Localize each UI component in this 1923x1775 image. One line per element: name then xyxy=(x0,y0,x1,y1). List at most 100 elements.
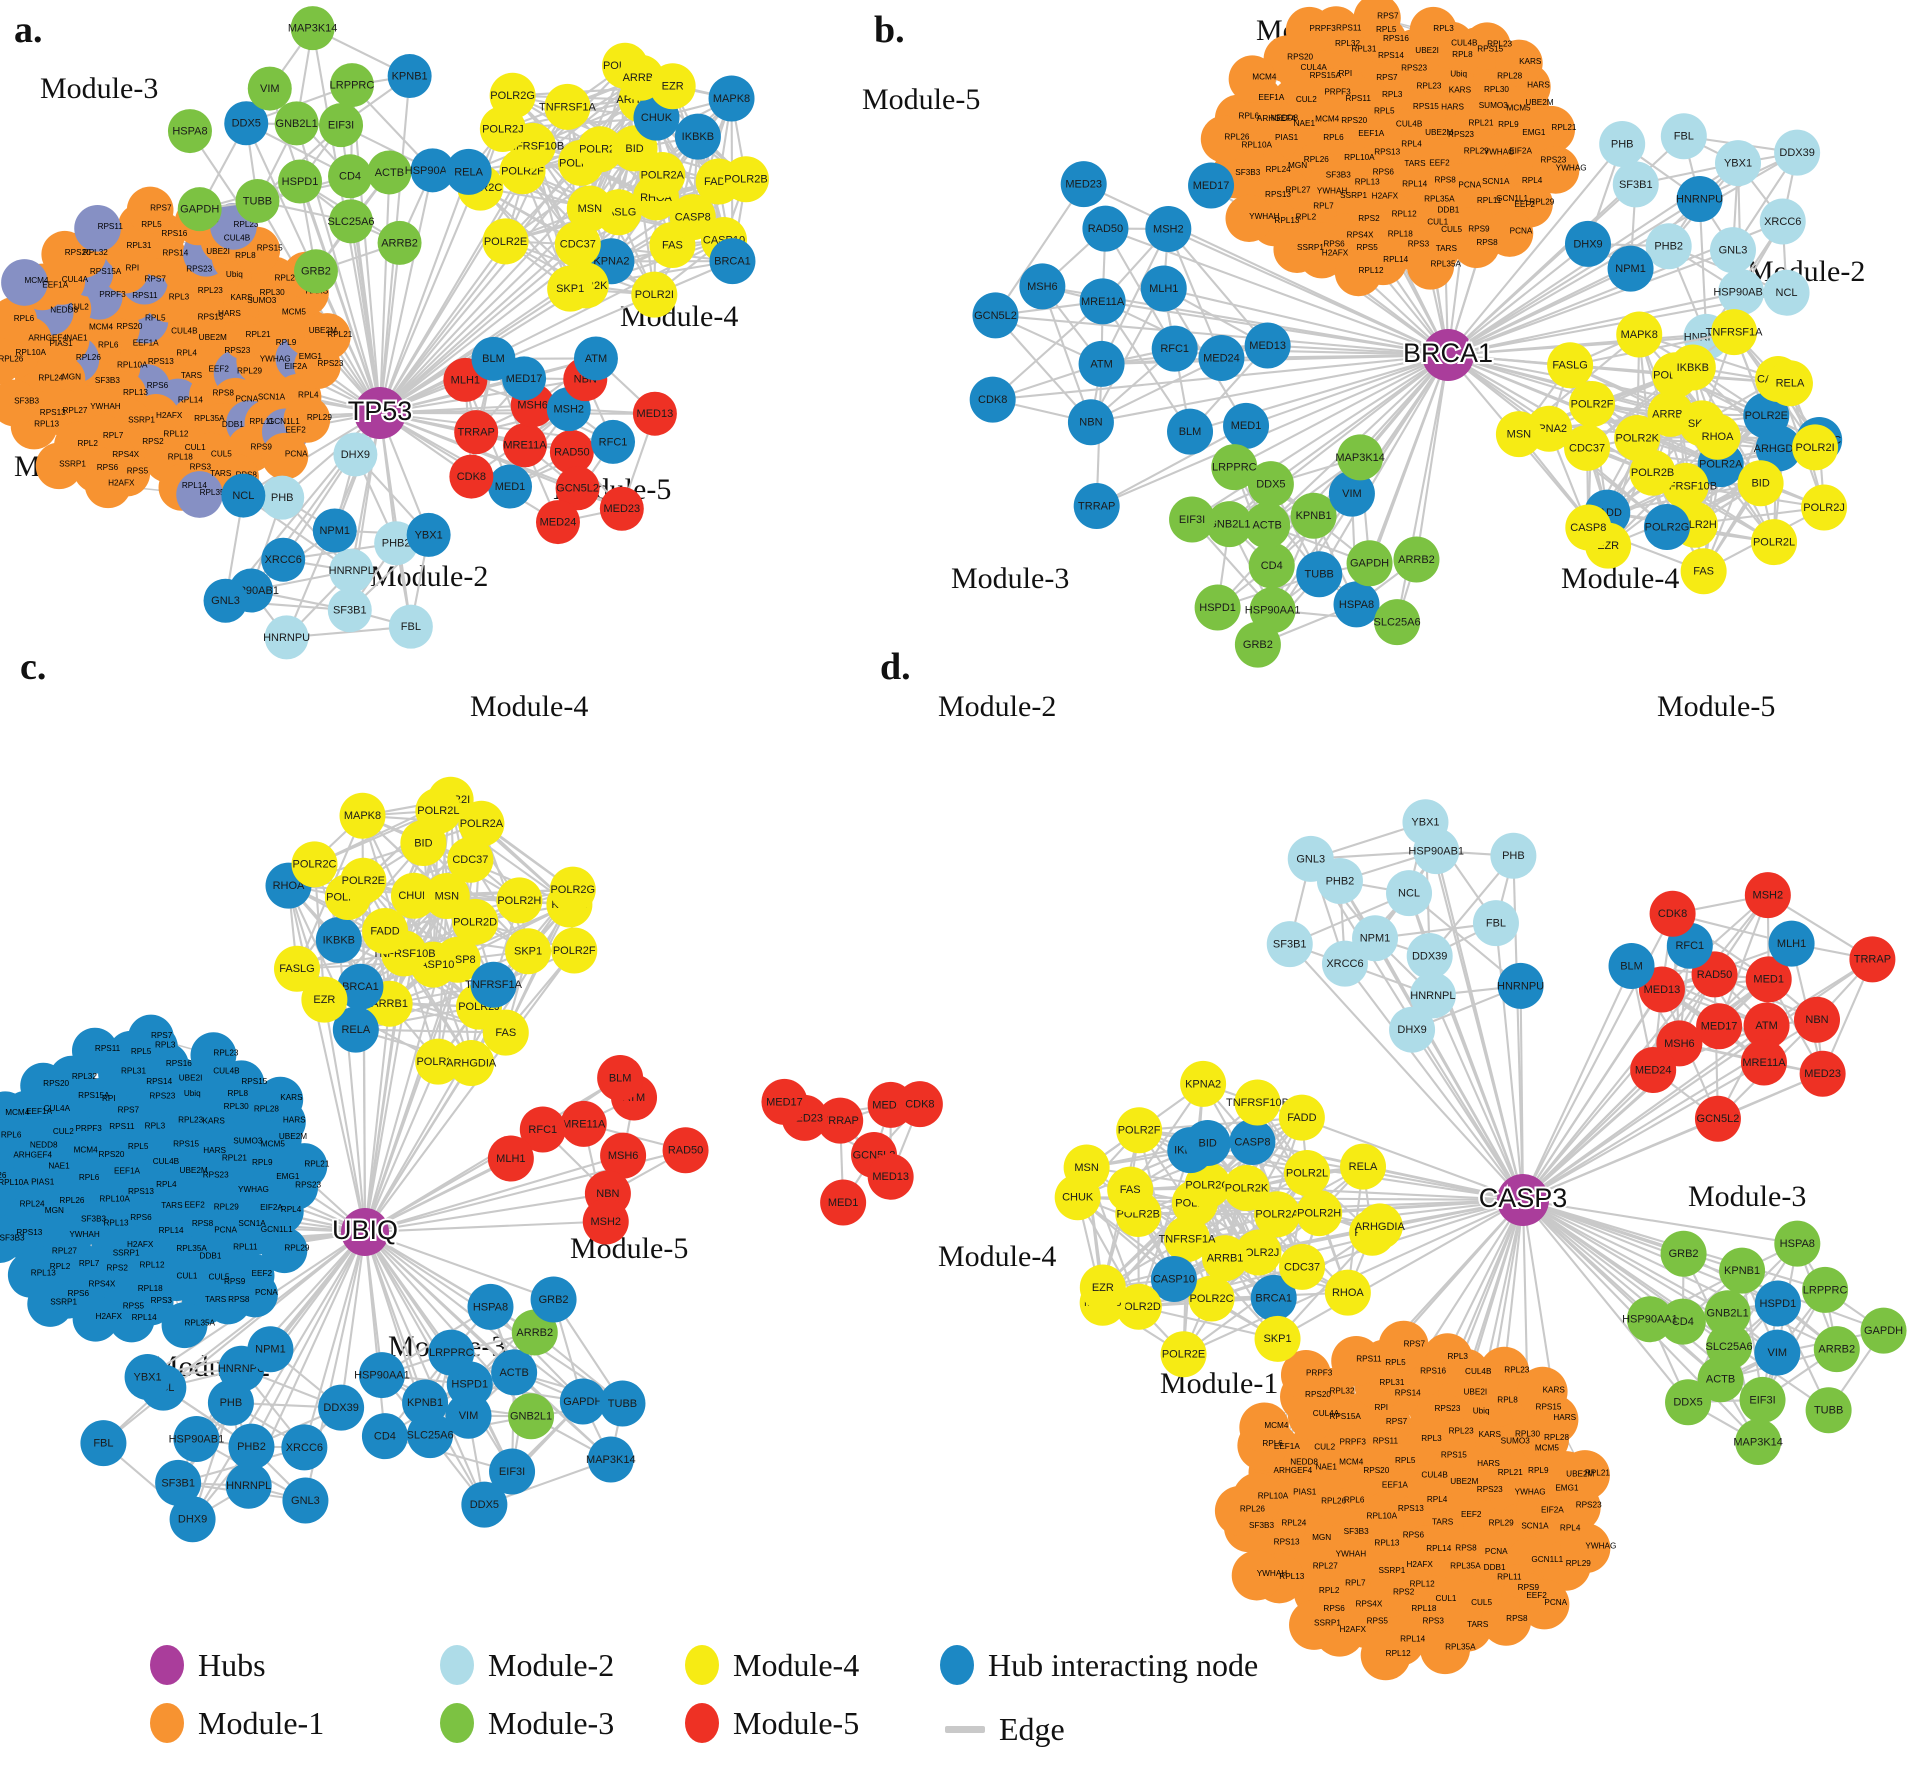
node-sf3b1[interactable]: SF3B1 xyxy=(1612,161,1659,208)
node-gcn5l2[interactable]: GCN5L2 xyxy=(972,292,1019,339)
node-xrcc6[interactable]: XRCC6 xyxy=(1321,940,1368,987)
node-polr2a[interactable]: POLR2A xyxy=(639,151,686,198)
node-cd4[interactable]: CD4 xyxy=(361,1413,408,1460)
node-med24[interactable]: MED24 xyxy=(1198,335,1245,382)
node-med13[interactable]: MED13 xyxy=(1244,322,1291,369)
node-med1[interactable]: MED1 xyxy=(1223,402,1270,449)
node-med24[interactable]: MED24 xyxy=(535,500,580,545)
node-rela[interactable]: RELA xyxy=(1340,1143,1387,1190)
node-ybx1[interactable]: YBX1 xyxy=(1715,140,1762,187)
node-fbl[interactable]: FBL xyxy=(80,1420,127,1467)
node-blm[interactable]: BLM xyxy=(597,1054,644,1101)
node-hspd1[interactable]: HSPD1 xyxy=(278,159,323,204)
node-hspa8[interactable]: HSPA8 xyxy=(167,109,212,154)
node-med1[interactable]: MED1 xyxy=(820,1179,867,1226)
node-ncl[interactable]: NCL xyxy=(1763,269,1810,316)
node-polr2g[interactable]: POLR2G xyxy=(489,72,536,119)
node-trrap[interactable]: TRRAP xyxy=(1849,936,1896,983)
node-gnl3[interactable]: GNL3 xyxy=(1709,227,1756,274)
node-skp1[interactable]: SKP1 xyxy=(1254,1315,1301,1362)
node-eif3i[interactable]: EIF3I xyxy=(319,103,364,148)
node-fas[interactable]: FAS xyxy=(1107,1166,1154,1213)
node-msh2[interactable]: MSH2 xyxy=(1744,872,1791,919)
node-polr2h[interactable]: POLR2H xyxy=(1296,1190,1343,1237)
node-gnb2l1[interactable]: GNB2L1 xyxy=(1704,1290,1751,1337)
node-rela[interactable]: RELA xyxy=(1766,360,1813,407)
node-sf3b1[interactable]: SF3B1 xyxy=(327,588,372,633)
hub-node-ubiq[interactable]: UBIQ xyxy=(330,1208,400,1256)
node-msn[interactable]: MSN xyxy=(1063,1144,1110,1191)
node-mapk8[interactable]: MAPK8 xyxy=(339,792,386,839)
hub-node-brca1[interactable]: BRCA1 xyxy=(1401,329,1495,381)
node-dhx9[interactable]: DHX9 xyxy=(1564,220,1611,267)
node-trrap[interactable]: TRRAP xyxy=(1073,483,1120,530)
node-tubb[interactable]: TUBB xyxy=(599,1380,646,1427)
node-hnrnpl[interactable]: HNRNPL xyxy=(225,1462,272,1509)
node-med13[interactable]: MED13 xyxy=(867,1153,914,1200)
node-gapdh[interactable]: GAPDH xyxy=(1346,540,1393,587)
node-map3k14[interactable]: MAP3K14 xyxy=(288,6,338,51)
node-polr2f[interactable]: POLR2F xyxy=(1116,1107,1163,1154)
node-phb[interactable]: PHB xyxy=(1490,832,1537,879)
node-polr2j[interactable]: POLR2J xyxy=(1801,484,1848,531)
node-ddx5[interactable]: DDX5 xyxy=(1665,1379,1712,1426)
node-grb2[interactable]: GRB2 xyxy=(530,1276,577,1323)
node-kpnb1[interactable]: KPNB1 xyxy=(402,1379,449,1426)
node-ikbkb[interactable]: IKBKB xyxy=(1669,344,1716,391)
node-fbl[interactable]: FBL xyxy=(1660,113,1707,160)
node-slc25a6[interactable]: SLC25A6 xyxy=(327,199,375,244)
node-gapdh[interactable]: GAPDH xyxy=(177,187,222,232)
node-rfc1[interactable]: RFC1 xyxy=(591,419,636,464)
node-fadd[interactable]: FADD xyxy=(1278,1094,1325,1141)
node-polr2a[interactable]: POLR2A xyxy=(1254,1191,1301,1238)
node-lrpprc[interactable]: LRPPRC xyxy=(1802,1266,1849,1313)
node-ikbkb[interactable]: IKBKB xyxy=(674,113,721,160)
node-polr2b[interactable]: POLR2B xyxy=(722,156,769,203)
node-ybx1[interactable]: YBX1 xyxy=(124,1353,171,1400)
node-ddx39[interactable]: DDX39 xyxy=(1406,932,1453,979)
node-grb2[interactable]: GRB2 xyxy=(293,249,338,294)
node-rhoa[interactable]: RHOA xyxy=(1694,413,1741,460)
node-med17[interactable]: MED17 xyxy=(1696,1003,1743,1050)
node-dhx9[interactable]: DHX9 xyxy=(333,432,378,477)
node-rfc1[interactable]: RFC1 xyxy=(1151,325,1198,372)
node-tubb[interactable]: TUBB xyxy=(1296,551,1343,598)
node-xrcc6[interactable]: XRCC6 xyxy=(261,537,306,582)
node-gapdh[interactable]: GAPDH xyxy=(559,1378,606,1425)
node-npm1[interactable]: NPM1 xyxy=(247,1326,294,1373)
node-kpnb1[interactable]: KPNB1 xyxy=(1719,1247,1766,1294)
node-kpna2[interactable]: KPNA2 xyxy=(1180,1060,1227,1107)
node-lrpprc[interactable]: LRPPRC xyxy=(428,1329,475,1376)
node-cdk8[interactable]: CDK8 xyxy=(449,454,494,499)
node-vim[interactable]: VIM xyxy=(1754,1329,1801,1376)
node-polr2l[interactable]: POLR2L xyxy=(415,787,462,834)
node-med23[interactable]: MED23 xyxy=(1799,1050,1846,1097)
node-fbl[interactable]: FBL xyxy=(1472,900,1519,947)
hub-node-tp53[interactable]: TP53 xyxy=(346,387,414,439)
node-med17[interactable]: MED17 xyxy=(1188,162,1235,209)
node-hnrnpu[interactable]: HNRNPU xyxy=(263,615,310,660)
node-sf3b1[interactable]: SF3B1 xyxy=(1266,921,1313,968)
node-gnl3[interactable]: GNL3 xyxy=(282,1477,329,1524)
node-vim[interactable]: VIM xyxy=(247,66,292,111)
node-hsp90aa1[interactable]: HSP90AA1 xyxy=(354,1352,410,1399)
node-ybx1[interactable]: YBX1 xyxy=(1402,799,1449,846)
node-grb2[interactable]: GRB2 xyxy=(1660,1230,1707,1277)
node-mre11a[interactable]: MRE11A xyxy=(1740,1039,1787,1086)
node-polr2e[interactable]: POLR2E xyxy=(1160,1331,1207,1378)
node-faslg[interactable]: FASLG xyxy=(273,945,320,992)
node-ncl[interactable]: NCL xyxy=(1386,870,1433,917)
node-fas[interactable]: FAS xyxy=(482,1009,529,1056)
node-npm1[interactable]: NPM1 xyxy=(1607,245,1654,292)
node-xrcc6[interactable]: XRCC6 xyxy=(281,1424,328,1471)
node-ezr[interactable]: EZR xyxy=(649,63,696,110)
node-hspd1[interactable]: HSPD1 xyxy=(1754,1280,1801,1327)
node-polr2i[interactable]: POLR2I xyxy=(631,271,678,318)
node-rad50[interactable]: RAD50 xyxy=(662,1127,709,1174)
node-mlh1[interactable]: MLH1 xyxy=(1140,265,1187,312)
node-atm[interactable]: ATM xyxy=(1078,340,1125,387)
node-mre11a[interactable]: MRE11A xyxy=(502,423,547,468)
node-brca1[interactable]: BRCA1 xyxy=(709,238,756,285)
node-tubb[interactable]: TUBB xyxy=(235,179,280,224)
